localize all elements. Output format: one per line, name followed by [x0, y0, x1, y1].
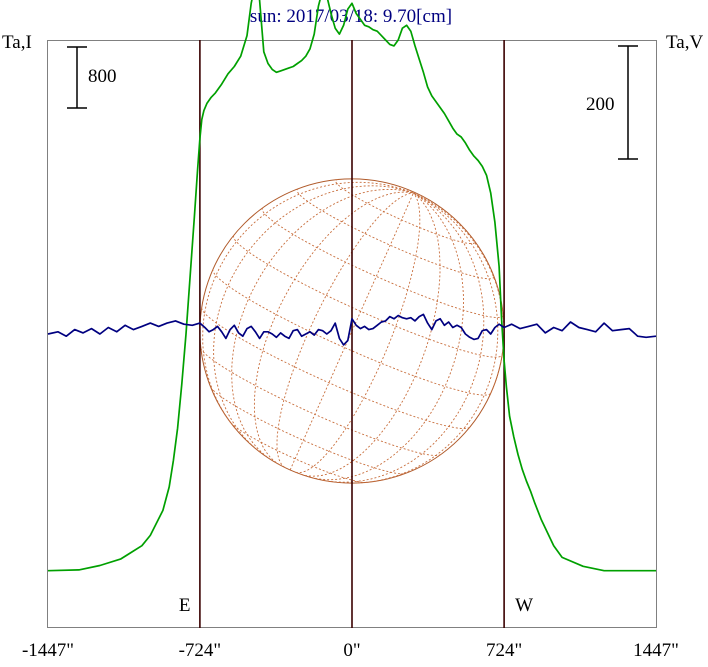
series-line-V	[47, 313, 657, 346]
grid-meridian	[301, 192, 441, 477]
x-tick-label: 0"	[343, 640, 360, 661]
grid-meridian	[311, 192, 464, 481]
grid-parallel	[261, 207, 504, 318]
chart-title: sun: 2017/03/18: 9.70[cm]	[250, 6, 452, 27]
x-tick-label: 1447"	[633, 640, 679, 661]
grid-parallel	[230, 422, 365, 483]
limb-label-w: W	[515, 595, 533, 616]
grid-parallel	[210, 386, 405, 475]
x-tick-labels: -1447" -724" 0" 724" 1447"	[22, 640, 679, 661]
grid-meridian	[322, 192, 485, 483]
grid-meridian	[213, 185, 414, 453]
grid-parallel	[335, 179, 476, 245]
limb-label-e: E	[179, 595, 191, 616]
left-scale-label: 800	[88, 66, 117, 87]
grid-meridian	[202, 181, 414, 429]
grid-parallel	[201, 307, 471, 430]
x-tick-label: -724"	[179, 640, 222, 661]
series-layer	[47, 0, 657, 572]
left-axis-label: Ta,I	[2, 32, 32, 53]
grid-parallel	[296, 188, 495, 280]
grid-meridian	[289, 192, 414, 471]
series-line-I	[47, 0, 656, 572]
x-tick-label: -1447"	[22, 640, 74, 661]
grid-meridian	[357, 192, 499, 484]
grid-meridian	[276, 192, 414, 468]
grid-meridian	[295, 192, 421, 474]
x-tick-label: 724"	[486, 640, 522, 661]
right-scale-bar: 200	[586, 45, 638, 160]
grid-parallel	[233, 235, 503, 358]
grid-parallel	[200, 348, 441, 456]
right-axis-label: Ta,V	[666, 32, 703, 53]
grid-meridian	[253, 191, 414, 466]
grid-meridian	[231, 188, 414, 460]
right-scale-label: 200	[586, 94, 615, 115]
left-scale-bar: 800	[67, 46, 117, 109]
